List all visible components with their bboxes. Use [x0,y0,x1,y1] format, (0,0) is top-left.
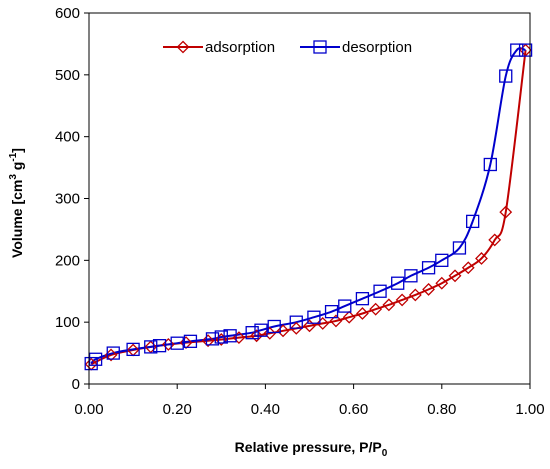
y-axis-title-sup1: 3 [8,174,19,180]
y-tick-label: 600 [55,5,80,22]
data-point-desorption [307,310,321,324]
x-axis-title-sub: 0 [382,448,388,459]
y-tick-label: 500 [55,67,80,84]
data-point-desorption [106,346,120,360]
y-axis-title-mid: g [9,162,25,174]
data-point-adsorption [201,334,215,348]
data-point-desorption [466,214,480,229]
y-axis-title: Volume [cm3 g-1] [8,148,25,258]
data-point-adsorption [214,333,228,346]
data-point-desorption [245,326,259,340]
data-point-adsorption [382,298,396,312]
data-point-desorption [170,336,184,350]
data-point-desorption [421,261,436,275]
data-point-adsorption [422,282,435,296]
legend-item-adsorption: adsorption [163,39,275,56]
data-point-desorption [483,157,497,172]
data-point-adsorption [408,288,422,302]
y-axis-title-end: ] [9,148,25,153]
y-axis-title-sup2: -1 [8,152,19,161]
data-point-adsorption [395,293,409,307]
legend-item-desorption: desorption [300,39,412,56]
data-point-adsorption [289,321,303,335]
data-point-adsorption [369,302,383,316]
data-point-adsorption [161,338,175,351]
data-point-adsorption [448,269,462,283]
data-point-adsorption [250,329,263,343]
y-tick-label: 300 [55,191,80,208]
legend-label-desorption: desorption [342,39,412,56]
data-point-desorption [373,284,387,298]
data-point-desorption [84,356,98,371]
data-point-adsorption [461,261,475,275]
data-point-desorption [338,299,352,313]
data-point-adsorption [499,205,513,219]
data-point-desorption [183,334,198,348]
data-point-adsorption [475,252,488,265]
legend: adsorption desorption [163,39,412,56]
y-tick-label: 200 [55,252,80,269]
axis-layer: 0 100 200 300 400 500 600 0.00 0.20 0.40 0.60 0.80 1… [55,5,545,418]
data-point-desorption [126,342,140,357]
x-tick-label: 0.80 [427,401,456,418]
data-point-desorption [88,352,103,366]
x-axis-title: Relative pressure, P/P0 [235,439,388,459]
data-point-desorption [267,319,281,334]
data-point-adsorption [342,310,356,324]
data-point-desorption [254,323,268,337]
data-point-desorption [391,276,405,290]
data-point-desorption [223,329,237,343]
x-tick-label: 1.00 [515,401,544,418]
data-point-desorption [152,339,167,353]
data-point-desorption [499,69,513,83]
data-point-desorption [214,330,228,344]
data-point-desorption [452,241,467,255]
legend-marker-desorption [313,40,327,54]
data-point-desorption [205,332,220,346]
data-point-desorption [435,253,449,267]
legend-label-adsorption: adsorption [205,39,275,56]
data-point-adsorption [303,319,316,333]
y-tick-label: 400 [55,129,80,146]
data-point-adsorption [316,316,330,330]
plot-layer [84,43,533,371]
y-axis-title-main: Volume [cm [9,180,25,258]
data-point-adsorption [263,326,277,340]
data-point-desorption [355,292,370,306]
data-point-adsorption [232,331,246,345]
data-point-adsorption [179,336,193,349]
data-point-adsorption [276,324,290,338]
data-point-adsorption [356,307,369,320]
x-axis-title-main: Relative pressure, P/P [235,439,382,455]
x-tick-label: 0.00 [74,401,103,418]
data-point-desorption [324,305,339,319]
y-tick-label: 100 [55,314,80,331]
y-tick-label: 0 [72,376,80,393]
data-point-adsorption [488,233,502,247]
data-point-desorption [144,340,158,354]
x-tick-label: 0.60 [339,401,368,418]
data-point-desorption [289,315,303,329]
data-point-adsorption [329,314,343,328]
x-tick-label: 0.40 [251,401,280,418]
x-tick-label: 0.20 [163,401,192,418]
data-point-desorption [510,43,524,57]
data-point-desorption [404,269,418,283]
data-point-adsorption [435,276,449,290]
data-point-desorption [518,43,533,57]
legend-marker-adsorption [176,40,190,54]
